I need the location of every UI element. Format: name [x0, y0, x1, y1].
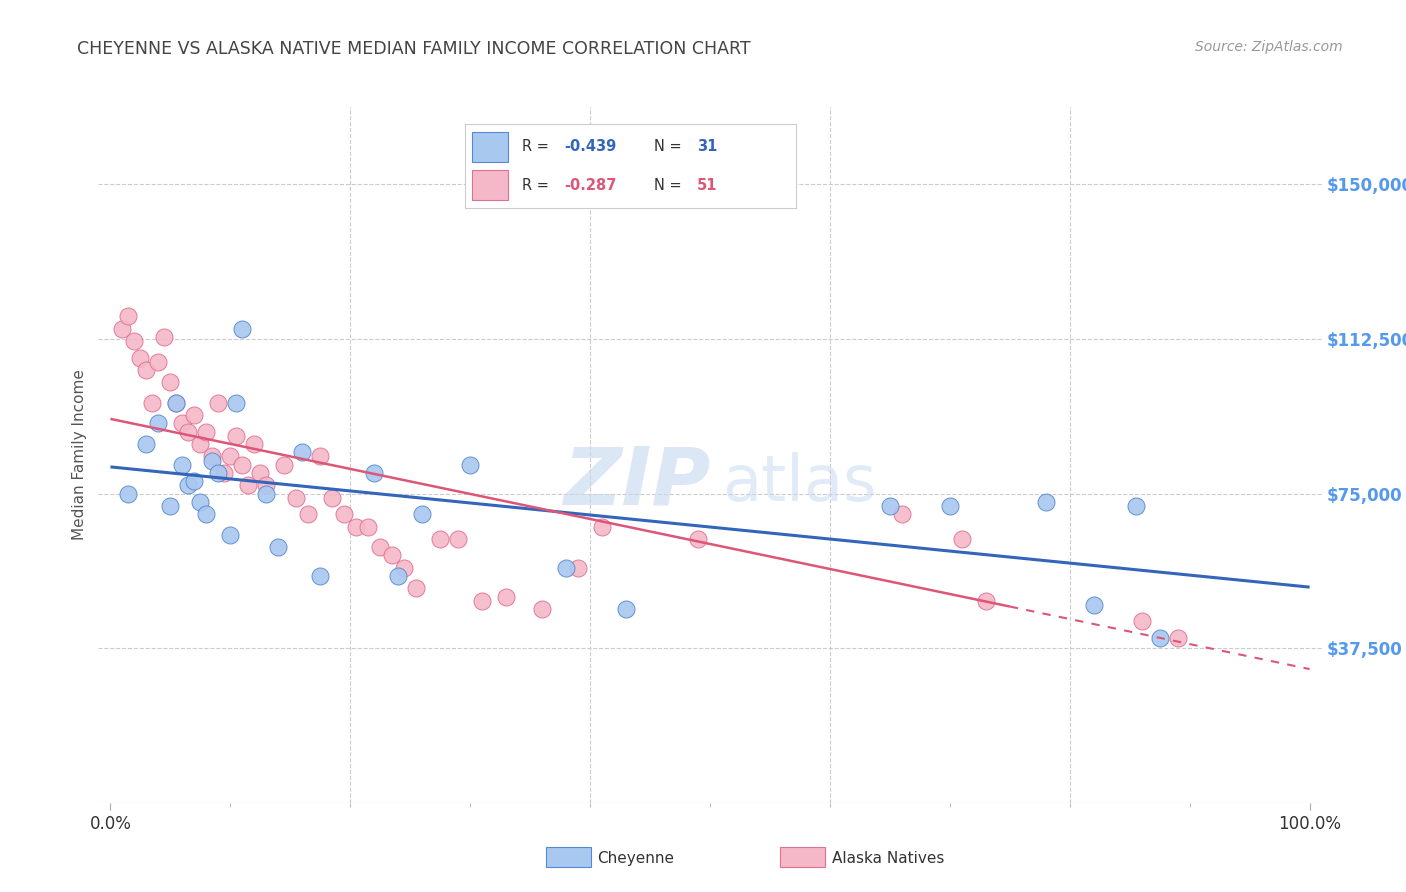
Point	[195, 425, 218, 439]
Point	[177, 478, 200, 492]
Text: CHEYENNE VS ALASKA NATIVE MEDIAN FAMILY INCOME CORRELATION CHART: CHEYENNE VS ALASKA NATIVE MEDIAN FAMILY …	[77, 40, 751, 58]
Point	[135, 437, 157, 451]
Point	[165, 396, 187, 410]
Point	[686, 532, 709, 546]
Point	[135, 363, 157, 377]
Point	[471, 594, 494, 608]
Point	[1130, 615, 1153, 629]
Point	[141, 396, 163, 410]
Point	[225, 396, 247, 410]
Point	[124, 334, 146, 348]
Point	[411, 507, 433, 521]
Point	[890, 507, 912, 521]
Point	[219, 528, 242, 542]
Point	[285, 491, 308, 505]
Point	[1167, 631, 1189, 645]
Point	[321, 491, 343, 505]
Point	[974, 594, 997, 608]
Point	[231, 458, 253, 472]
Point	[950, 532, 973, 546]
Point	[195, 507, 218, 521]
Point	[405, 582, 427, 596]
Point	[879, 499, 901, 513]
Point	[368, 540, 391, 554]
Point	[172, 458, 194, 472]
Point	[225, 429, 247, 443]
Point	[231, 321, 253, 335]
Point	[309, 450, 332, 464]
Point	[129, 351, 152, 365]
Point	[148, 354, 170, 368]
Point	[392, 561, 416, 575]
Point	[201, 450, 224, 464]
Point	[447, 532, 470, 546]
Point	[381, 549, 404, 563]
Point	[614, 602, 637, 616]
Point	[238, 478, 260, 492]
Point	[183, 474, 205, 488]
Point	[363, 466, 385, 480]
Text: Cheyenne: Cheyenne	[598, 851, 675, 865]
Point	[219, 450, 242, 464]
Point	[591, 519, 613, 533]
Point	[531, 602, 554, 616]
Point	[159, 376, 181, 390]
Point	[117, 310, 139, 324]
Point	[188, 437, 212, 451]
Point	[201, 453, 224, 467]
Point	[111, 321, 134, 335]
Point	[699, 186, 721, 200]
Point	[429, 532, 451, 546]
Point	[153, 330, 176, 344]
Point	[387, 569, 409, 583]
Point	[1125, 499, 1147, 513]
Text: Source: ZipAtlas.com: Source: ZipAtlas.com	[1195, 40, 1343, 54]
Point	[567, 561, 589, 575]
Y-axis label: Median Family Income: Median Family Income	[72, 369, 87, 541]
Point	[344, 519, 367, 533]
Point	[183, 409, 205, 423]
Point	[188, 495, 212, 509]
Point	[1035, 495, 1057, 509]
Point	[1083, 598, 1105, 612]
Point	[249, 466, 271, 480]
Point	[273, 458, 295, 472]
Point	[309, 569, 332, 583]
Text: ZIP: ZIP	[562, 443, 710, 522]
Text: atlas: atlas	[723, 451, 876, 514]
Point	[214, 466, 236, 480]
Point	[1149, 631, 1171, 645]
Point	[495, 590, 517, 604]
Point	[291, 445, 314, 459]
Point	[458, 458, 481, 472]
Point	[333, 507, 356, 521]
Point	[177, 425, 200, 439]
Point	[555, 561, 578, 575]
Point	[148, 417, 170, 431]
Point	[207, 396, 229, 410]
Point	[159, 499, 181, 513]
Point	[267, 540, 290, 554]
Point	[117, 486, 139, 500]
Point	[254, 478, 277, 492]
Point	[939, 499, 962, 513]
Point	[165, 396, 187, 410]
Point	[207, 466, 229, 480]
Point	[172, 417, 194, 431]
Text: Alaska Natives: Alaska Natives	[832, 851, 945, 865]
Point	[254, 486, 277, 500]
Point	[297, 507, 319, 521]
Point	[357, 519, 380, 533]
Point	[243, 437, 266, 451]
